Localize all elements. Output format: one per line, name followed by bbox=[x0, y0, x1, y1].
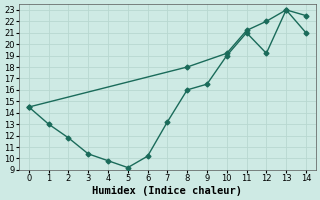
X-axis label: Humidex (Indice chaleur): Humidex (Indice chaleur) bbox=[92, 186, 242, 196]
